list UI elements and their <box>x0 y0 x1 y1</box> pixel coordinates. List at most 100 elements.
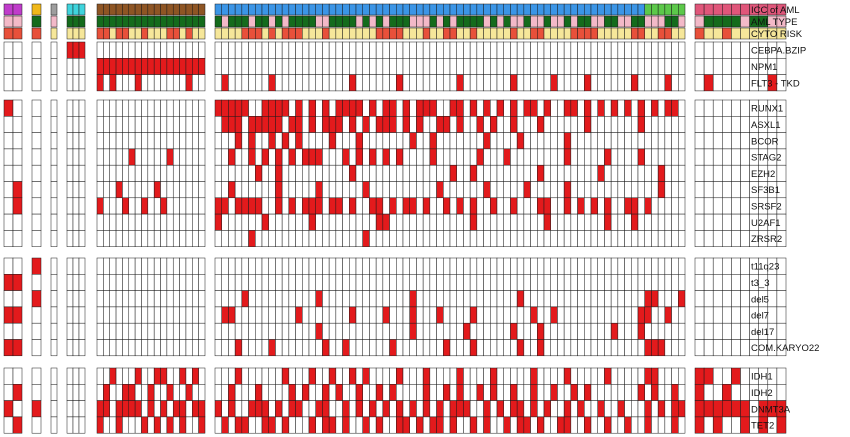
empty-cell <box>115 230 123 247</box>
annotation-cell <box>651 3 659 16</box>
empty-cell <box>516 99 525 117</box>
empty-cell <box>192 290 199 308</box>
empty-cell <box>503 257 511 275</box>
empty-cell <box>50 274 58 291</box>
empty-cell <box>66 230 74 247</box>
empty-cell <box>261 132 269 150</box>
empty-cell <box>610 230 619 247</box>
empty-cell <box>664 41 672 59</box>
empty-cell <box>375 132 384 150</box>
altered-cell <box>96 58 104 75</box>
empty-cell <box>160 257 168 275</box>
empty-cell <box>416 400 424 418</box>
empty-cell <box>637 197 645 215</box>
empty-cell <box>109 41 117 59</box>
altered-cell <box>308 197 316 215</box>
altered-cell <box>537 116 545 133</box>
empty-cell <box>198 306 206 324</box>
empty-cell <box>369 116 377 133</box>
empty-cell <box>537 58 545 75</box>
annotation-cell <box>308 3 316 16</box>
altered-cell <box>315 400 323 418</box>
empty-cell <box>740 116 750 133</box>
empty-cell <box>456 339 464 357</box>
altered-cell <box>3 400 14 418</box>
annotation-cell <box>436 27 444 40</box>
annotation-cell <box>3 3 14 16</box>
empty-cell <box>449 367 457 385</box>
empty-cell <box>134 257 142 275</box>
empty-cell <box>166 367 174 385</box>
empty-cell <box>160 416 168 434</box>
empty-cell <box>115 322 123 340</box>
annotation-cell <box>664 15 672 28</box>
altered-cell <box>396 416 404 434</box>
altered-cell <box>597 400 605 418</box>
empty-cell <box>671 58 679 75</box>
empty-cell <box>590 367 598 385</box>
empty-cell <box>78 230 86 247</box>
empty-cell <box>496 116 504 133</box>
altered-cell <box>537 339 545 357</box>
altered-cell <box>109 58 117 75</box>
empty-cell <box>281 306 290 324</box>
empty-cell <box>422 416 431 434</box>
empty-cell <box>617 230 625 247</box>
empty-cell <box>402 306 410 324</box>
altered-cell <box>416 416 424 434</box>
altered-cell <box>355 400 363 418</box>
empty-cell <box>172 213 180 231</box>
empty-cell <box>153 116 161 133</box>
altered-cell <box>510 74 518 92</box>
empty-cell <box>722 213 732 231</box>
altered-cell <box>192 400 199 418</box>
altered-cell <box>153 367 161 385</box>
empty-cell <box>402 41 410 59</box>
empty-cell <box>66 181 74 199</box>
empty-cell <box>703 339 714 357</box>
annotation-cell <box>275 27 283 40</box>
altered-cell <box>476 384 484 401</box>
annotation-cell <box>192 15 199 28</box>
altered-cell <box>422 384 431 401</box>
altered-cell <box>543 400 551 418</box>
empty-cell <box>134 164 142 182</box>
annotation-cell <box>557 3 565 16</box>
empty-cell <box>631 306 639 324</box>
empty-cell <box>731 74 741 92</box>
empty-cell <box>550 116 558 133</box>
annotation-cell <box>543 15 551 28</box>
empty-cell <box>185 230 193 247</box>
empty-cell <box>198 148 206 166</box>
altered-cell <box>510 400 518 418</box>
altered-cell <box>631 197 639 215</box>
empty-cell <box>557 99 565 117</box>
empty-cell <box>362 41 370 59</box>
annotation-cell <box>651 27 659 40</box>
empty-cell <box>255 257 263 275</box>
empty-cell <box>456 132 464 150</box>
empty-cell <box>241 306 249 324</box>
annotation-cell <box>631 27 639 40</box>
altered-cell <box>295 116 303 133</box>
altered-cell <box>563 416 572 434</box>
annotation-cell <box>288 27 296 40</box>
empty-cell <box>141 41 149 59</box>
altered-cell <box>128 58 136 75</box>
empty-cell <box>657 74 666 92</box>
annotation-cell <box>740 15 750 28</box>
altered-cell <box>295 400 303 418</box>
empty-cell <box>523 384 531 401</box>
empty-cell <box>557 306 565 324</box>
altered-cell <box>308 416 316 434</box>
altered-cell <box>550 306 558 324</box>
empty-cell <box>483 290 491 308</box>
annotation-cell <box>597 3 605 16</box>
altered-cell <box>369 148 377 166</box>
empty-cell <box>740 257 750 275</box>
empty-cell <box>776 274 787 291</box>
empty-cell <box>241 367 249 385</box>
annotation-cell <box>731 3 741 16</box>
altered-cell <box>275 400 283 418</box>
empty-cell <box>396 290 404 308</box>
